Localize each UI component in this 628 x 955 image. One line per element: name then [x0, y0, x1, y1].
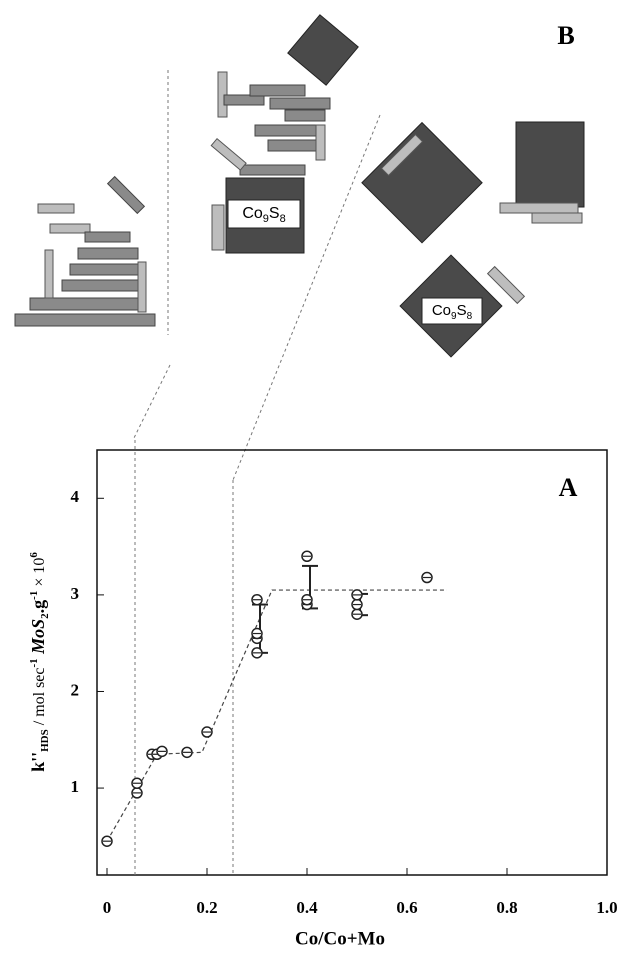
x-tick-label: 0.6	[396, 898, 417, 917]
co9s8-group: Co9S8	[210, 14, 359, 254]
co9s8-crystals: Co9S8	[361, 121, 585, 358]
fit-line	[106, 589, 447, 842]
x-tick-label: 0	[103, 898, 112, 917]
mos2-stack	[14, 175, 156, 327]
x-tick-label: 0.2	[196, 898, 217, 917]
y-tick-label: 3	[71, 584, 80, 603]
x-axis-label: Co/Co+Mo	[295, 928, 385, 949]
schematic: Co9S8 Co9S8 B	[14, 14, 585, 481]
y-tick-label: 4	[71, 487, 80, 506]
x-tick-label: 0.4	[296, 898, 318, 917]
panel-label: B	[557, 21, 574, 50]
x-tick-label: 0.8	[496, 898, 517, 917]
x-tick-label: 1.0	[596, 898, 617, 917]
y-tick-label: 2	[71, 680, 80, 699]
y-tick-label: 1	[71, 777, 80, 796]
y-axis-label: k''HDS / mol sec-1 MoS2.g-1 × 106	[28, 552, 51, 772]
zoom-line	[132, 364, 171, 441]
panel-label: A	[559, 473, 578, 502]
cluster-label: Co9S8	[242, 205, 285, 225]
cluster-label: Co9S8	[432, 302, 473, 322]
plot-frame	[96, 449, 608, 876]
